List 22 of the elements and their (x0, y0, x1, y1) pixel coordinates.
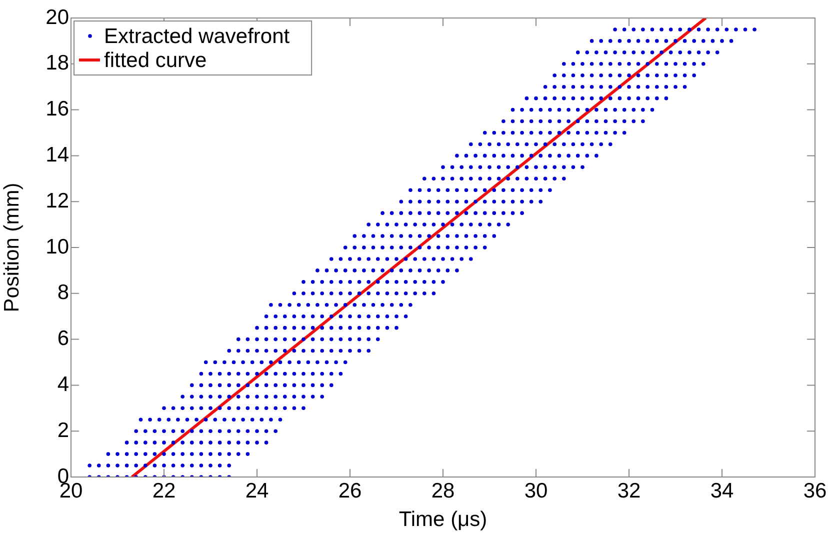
y-tick-label: 10 (46, 235, 69, 258)
x-tick-label: 28 (431, 479, 455, 502)
x-tick-label: 24 (245, 479, 269, 502)
y-tick-label: 20 (46, 6, 69, 29)
legend-label: fitted curve (104, 48, 207, 72)
x-tick-label: 30 (524, 479, 548, 502)
y-tick-label: 18 (46, 52, 69, 75)
y-tick-label: 12 (46, 189, 69, 212)
x-tick-label: 22 (152, 479, 176, 502)
x-tick-label: 32 (617, 479, 641, 502)
y-tick-label: 6 (57, 327, 69, 350)
y-tick-label: 14 (46, 143, 70, 166)
x-tick-label: 26 (338, 479, 362, 502)
y-tick-label: 4 (57, 372, 70, 396)
y-tick-label: 8 (57, 281, 69, 304)
x-tick-label: 36 (803, 479, 827, 502)
y-tick-label: 16 (46, 98, 69, 121)
x-axis-title: Time (μs) (398, 508, 488, 532)
x-tick-label: 34 (710, 479, 734, 502)
y-axis-title: Position (mm) (0, 182, 24, 312)
y-tick-label: 2 (57, 418, 69, 442)
legend-label: Extracted wavefront (104, 24, 290, 48)
